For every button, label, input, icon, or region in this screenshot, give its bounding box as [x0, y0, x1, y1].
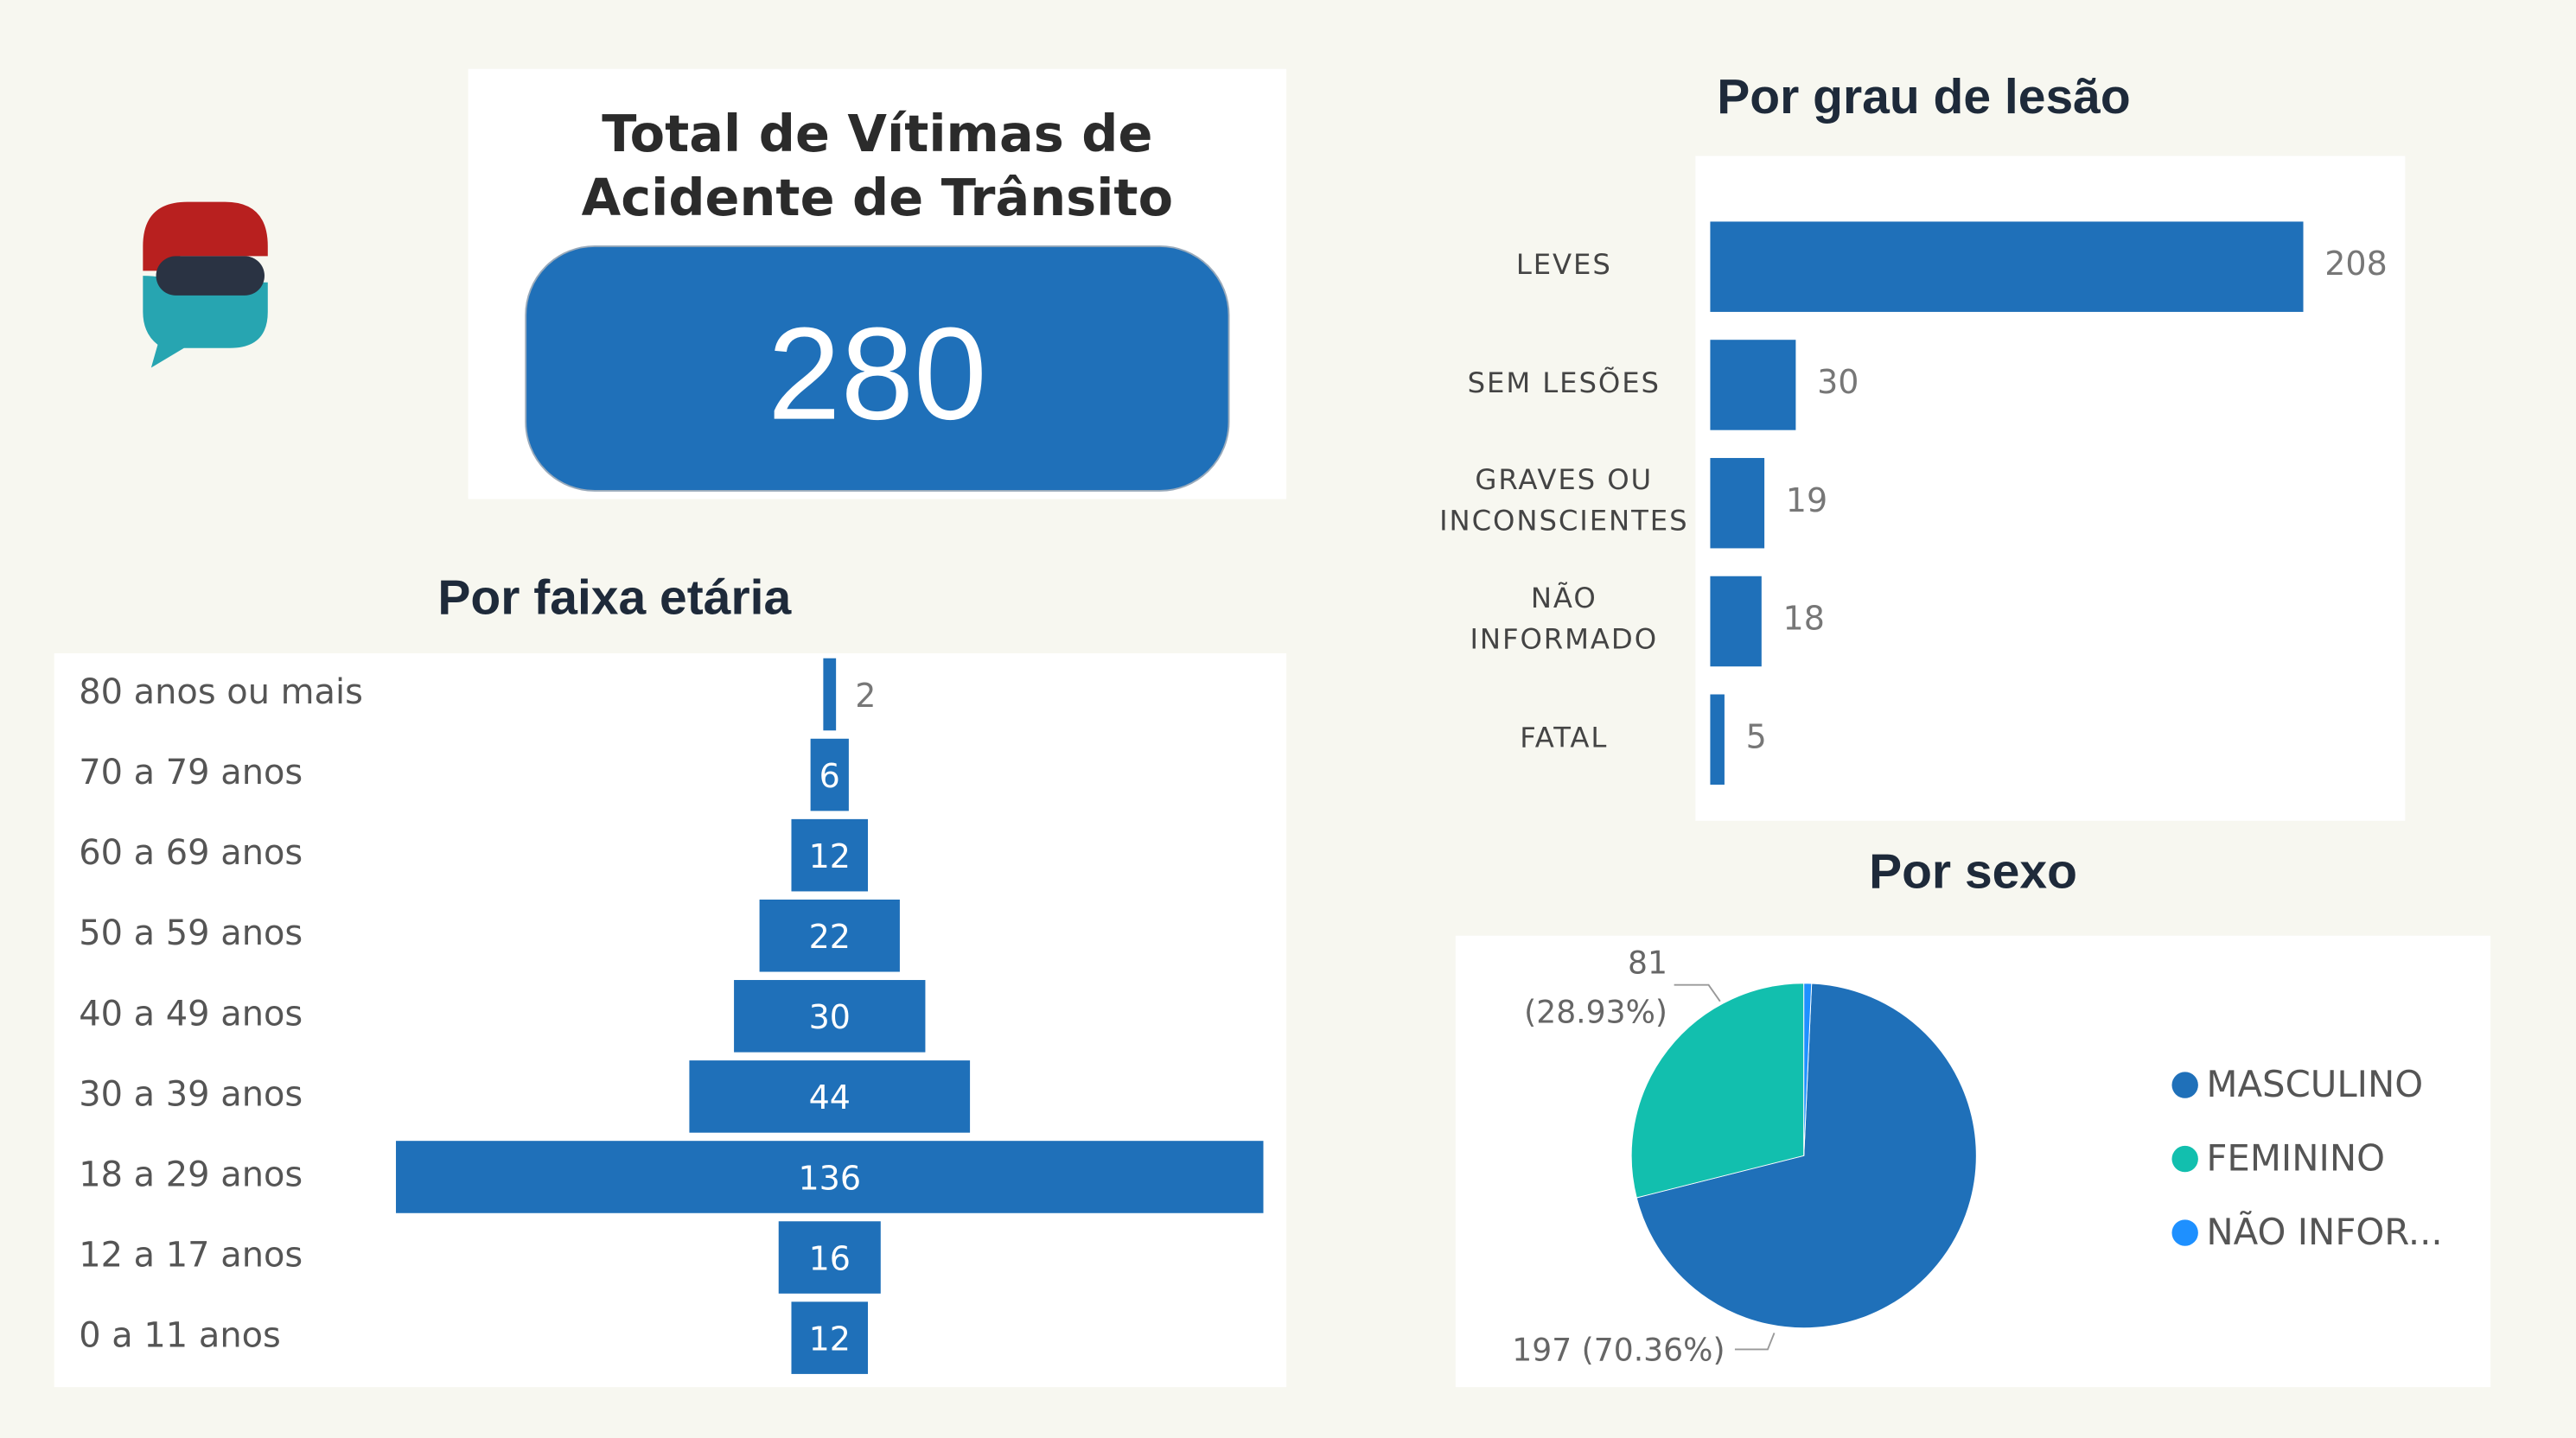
bar: [1710, 457, 1765, 549]
category-label: 12 a 17 anos: [79, 1236, 303, 1276]
value-label: 5: [1746, 717, 1767, 755]
value-label: 12: [809, 1320, 851, 1358]
category-label: 50 a 59 anos: [79, 913, 303, 953]
category-label-box: GRAVES OU INCONSCIENTES: [1439, 464, 1689, 539]
category-label-box: FATAL: [1520, 721, 1609, 754]
value-label: 19: [1786, 481, 1827, 519]
category-label: SEM LESÕES: [1467, 366, 1661, 400]
bar: [791, 1301, 869, 1374]
value-label: 16: [809, 1239, 851, 1277]
category-label: GRAVES OU INCONSCIENTES: [1439, 464, 1689, 539]
bar: [1710, 576, 1762, 667]
kpi-value: 280: [768, 301, 987, 448]
category-label: 70 a 79 anos: [79, 753, 303, 792]
value-label: 44: [809, 1078, 851, 1117]
category-label: LEVES: [1515, 248, 1612, 282]
value-label: 30: [809, 998, 851, 1036]
legend-marker: [2171, 1219, 2198, 1246]
bar: [689, 1060, 971, 1133]
category-label-box: LEVES: [1515, 248, 1612, 282]
legend-label: NÃO INFOR...: [2206, 1210, 2442, 1253]
category-label: 40 a 49 anos: [79, 994, 303, 1034]
value-label: 208: [2324, 245, 2388, 283]
kpi-title-box: Total de Vítimas de Acidente de Trânsito: [581, 105, 1174, 229]
value-label: 197 (70.36%): [1512, 1333, 1725, 1370]
bar: [778, 1221, 881, 1294]
kpi-title: Total de Vítimas de Acidente de Trânsito: [581, 105, 1174, 229]
pie-slice: [1630, 983, 1805, 1199]
value-label: 6: [819, 757, 840, 795]
value-label: 30: [1817, 363, 1859, 401]
bar: [823, 658, 837, 731]
value-label: 136: [798, 1159, 861, 1197]
value-label: 12: [809, 837, 851, 875]
legend-label: FEMININO: [2206, 1136, 2385, 1179]
category-label-box: NÃO INFORMADO: [1470, 582, 1659, 657]
pie-slice: [1636, 983, 1977, 1329]
bar: [810, 738, 849, 811]
value-label: 18: [1783, 600, 1825, 638]
category-label: NÃO INFORMADO: [1470, 582, 1659, 657]
kpi-box: [525, 245, 1230, 492]
bar: [1710, 694, 1725, 785]
value-label-box: 81 (28.93%): [1524, 945, 1668, 1031]
category-label: 30 a 39 anos: [79, 1074, 303, 1114]
category-label: 18 a 29 anos: [79, 1155, 303, 1194]
leader-line: [1674, 983, 1721, 1002]
legend-marker: [2171, 1072, 2198, 1098]
value-label: 81 (28.93%): [1524, 945, 1668, 1031]
chart-title: Por grau de lesão: [1717, 69, 2130, 124]
category-label: 0 a 11 anos: [79, 1316, 281, 1356]
bar: [1710, 221, 2304, 312]
category-label: FATAL: [1520, 721, 1609, 754]
pie-slice: [1803, 983, 1813, 1156]
bar: [734, 980, 926, 1053]
bar: [1710, 340, 1796, 430]
leader-line: [1734, 1333, 1776, 1351]
legend-label: MASCULINO: [2206, 1063, 2423, 1105]
bar: [396, 1141, 1264, 1213]
category-label: 80 anos ou mais: [79, 672, 363, 712]
bar: [759, 899, 900, 972]
category-label: 60 a 69 anos: [79, 833, 303, 873]
value-label: 22: [809, 918, 851, 956]
chart-title: Por faixa etária: [437, 569, 792, 625]
chart-title: Por sexo: [1869, 844, 2077, 900]
logo: [143, 201, 268, 368]
bar: [791, 818, 869, 892]
category-label-box: SEM LESÕES: [1467, 366, 1661, 400]
value-label-box: 197 (70.36%): [1512, 1333, 1725, 1370]
value-label: 2: [855, 677, 876, 715]
legend-marker: [2171, 1145, 2198, 1173]
age-panel: [54, 653, 1287, 1388]
